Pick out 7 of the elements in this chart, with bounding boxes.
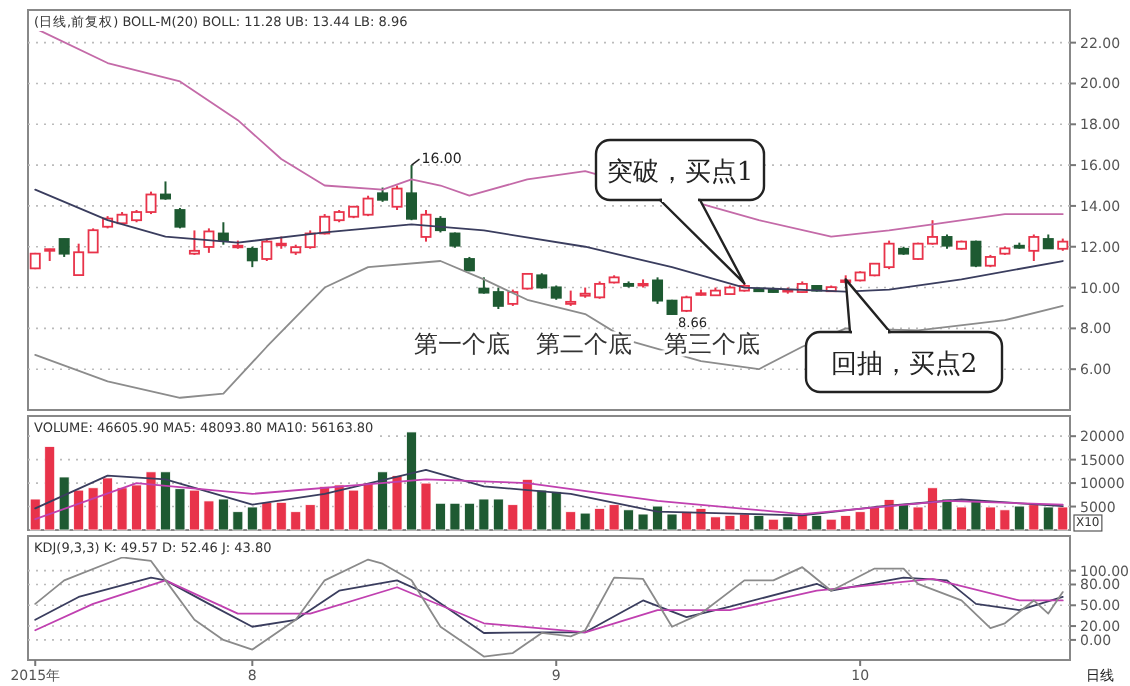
annotation: 回抽，买点2 [830,350,978,380]
annotation: 第二个底 [536,330,632,358]
callout: 回抽，买点2 [804,278,1004,394]
annotation: 突破，买点1 [606,158,754,188]
annotation: 第一个底 [414,330,510,358]
callout: 突破，买点1 [594,138,766,285]
annotation: 第三个底 [664,330,760,358]
